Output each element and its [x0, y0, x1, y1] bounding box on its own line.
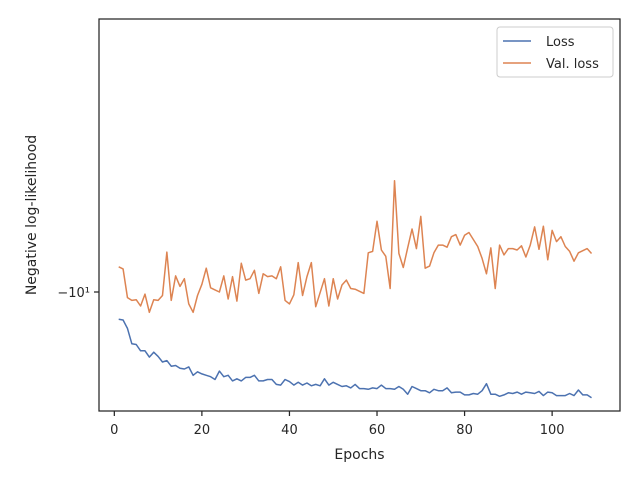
axes-frame: [98, 18, 621, 412]
legend-label-loss: Loss: [546, 35, 575, 50]
x-axis-ticks: 0 20 40 60 80 100: [110, 411, 565, 438]
legend: Loss Val. loss: [496, 26, 614, 78]
series-line-loss: [118, 318, 592, 399]
x-tick-label: 60: [369, 423, 386, 438]
x-tick-label: 0: [110, 423, 118, 438]
x-axis-label: Epochs: [334, 447, 384, 463]
y-axis-label: Negative log-likelihood: [24, 135, 40, 295]
y-tick-label: −10¹: [57, 286, 90, 301]
x-tick-label: 20: [194, 423, 211, 438]
series-line-val-loss: [118, 179, 593, 314]
plot-area: [118, 179, 593, 399]
x-tick-label: 80: [456, 423, 473, 438]
y-axis-ticks: −10¹: [57, 286, 99, 301]
x-tick-label: 100: [540, 423, 565, 438]
legend-label-val-loss: Val. loss: [546, 57, 599, 72]
legend-box: [496, 26, 614, 78]
x-tick-label: 40: [281, 423, 298, 438]
